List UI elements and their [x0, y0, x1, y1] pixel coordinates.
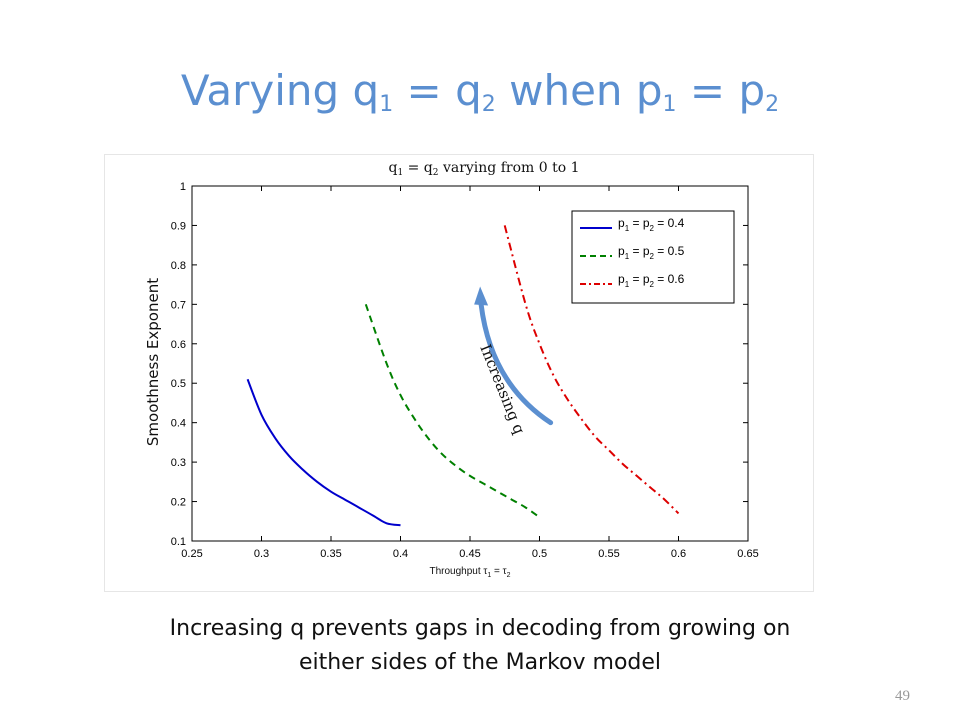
series-line-2	[364, 303, 541, 519]
y-axis-label: Smoothness Exponent	[144, 278, 162, 446]
y-tick-label: 0.3	[171, 457, 186, 469]
x-tick-label: 0.45	[459, 548, 480, 560]
x-tick-label: 0.5	[532, 548, 547, 560]
page-number: 49	[895, 688, 910, 704]
x-tick-label: 0.3	[254, 548, 269, 560]
legend-label-1: p1 = p2 = 0.4	[618, 216, 685, 233]
caption-line-2: either sides of the Markov model	[298, 650, 662, 675]
x-tick-label: 0.35	[320, 548, 341, 560]
slide-caption: Increasing q prevents gaps in decoding f…	[0, 612, 960, 680]
x-tick-label: 0.55	[598, 548, 619, 560]
legend: p1 = p2 = 0.4 p1 = p2 = 0.5 p1 = p2 = 0.6	[571, 210, 735, 304]
y-tick-label: 0.9	[171, 220, 186, 232]
chart-title: q1 = q2 varying from 0 to 1	[388, 160, 579, 178]
y-tick-label: 0.5	[171, 378, 186, 390]
y-tick-label: 0.4	[171, 418, 186, 430]
x-axis-label: Throughput τ1 = τ2	[429, 566, 510, 579]
y-tick-label: 0.7	[171, 299, 186, 311]
y-tick-label: 0.6	[171, 339, 186, 351]
x-tick-label: 0.25	[181, 548, 202, 560]
x-tick-label: 0.6	[671, 548, 686, 560]
arrow-head	[474, 286, 489, 306]
y-tick-label: 1	[180, 181, 186, 193]
series-line-1	[246, 378, 401, 527]
figure-frame	[104, 154, 814, 592]
y-tick-label: 0.1	[171, 536, 186, 548]
legend-label-3: p1 = p2 = 0.6	[618, 272, 685, 289]
slide-title: Varying q1 = q2 when p1 = p2	[180, 66, 780, 117]
increasing-q-arrow	[478, 302, 554, 426]
series-line-3	[503, 225, 680, 515]
legend-box	[571, 210, 735, 304]
y-tick-label: 0.2	[171, 497, 186, 509]
y-tick-label: 0.8	[171, 260, 186, 272]
caption-line-1: Increasing q prevents gaps in decoding f…	[169, 616, 791, 641]
legend-label-2: p1 = p2 = 0.5	[618, 244, 685, 261]
x-tick-label: 0.4	[393, 548, 408, 560]
x-tick-label: 0.65	[737, 548, 758, 560]
